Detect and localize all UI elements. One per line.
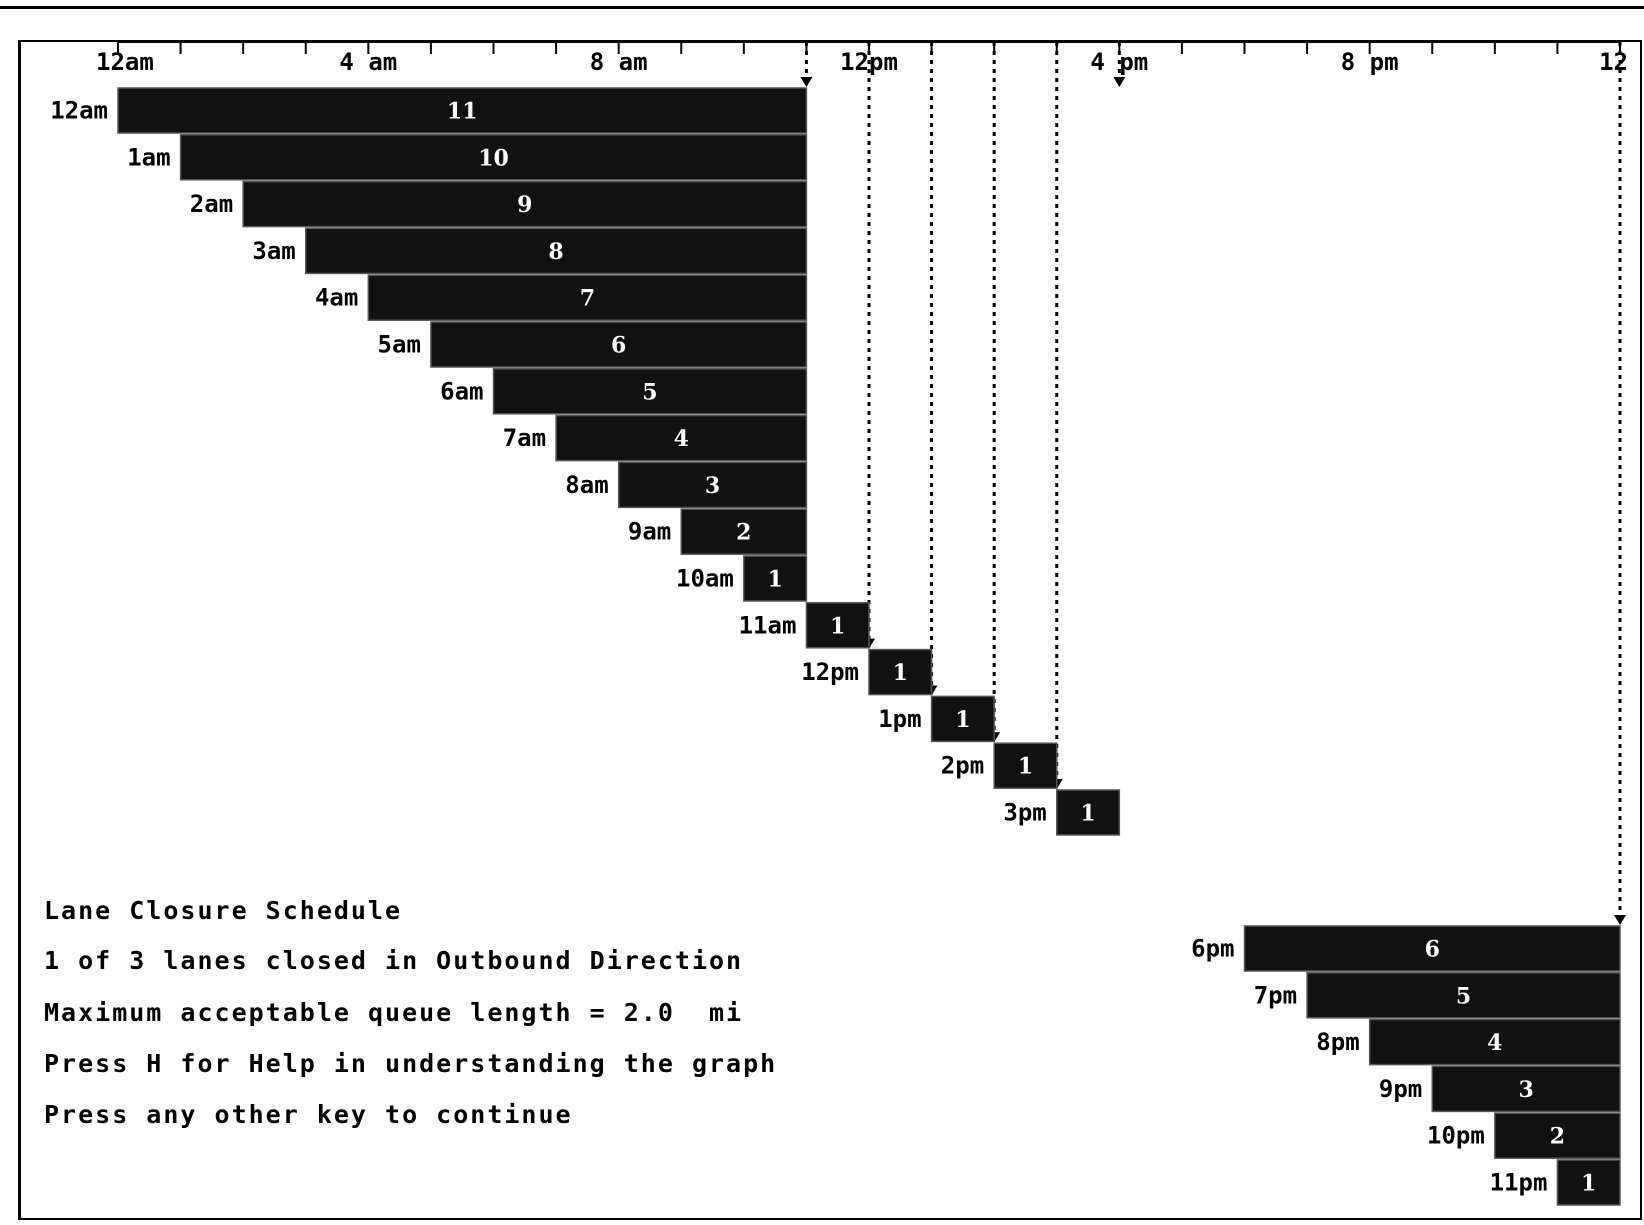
queue-length-text: Maximum acceptable queue length = 2.0 mi [44,998,744,1027]
bar-value-label: 1 [1581,1171,1596,1197]
closure-bar [1431,1065,1621,1113]
bar-value-label: 3 [705,473,720,499]
bar-value-label: 7 [580,286,595,312]
bar-start-label: 9pm [1379,1075,1422,1103]
bar-start-label: 6pm [1191,935,1234,963]
bar-value-label: 1 [893,660,908,686]
bar-start-label: 12am [50,97,108,125]
bar-value-label: 2 [1550,1124,1565,1150]
closure-bar [242,180,808,228]
closure-bar [930,695,995,743]
bar-start-label: 8pm [1316,1028,1359,1056]
bar-value-label: 4 [1487,1030,1502,1056]
bar-start-label: 12pm [801,658,859,686]
bar-value-label: 6 [1425,937,1440,963]
help-prompt: Press H for Help in understanding the gr… [44,1049,778,1078]
closure-bar [179,134,808,181]
bar-start-label: 1pm [878,705,921,733]
closure-bar [680,508,808,555]
closure-bar [1056,789,1121,836]
closure-bar [617,461,808,509]
bar-value-label: 1 [955,707,970,733]
bar-value-label: 1 [1018,754,1033,780]
bar-value-label: 1 [830,613,845,639]
bar-start-label: 10pm [1427,1122,1485,1150]
chart-title: Lane Closure Schedule [44,896,403,925]
closure-bar [1306,972,1621,1019]
bar-value-label: 5 [1456,983,1471,1009]
x-axis-tick-label: 8 pm [1341,48,1399,76]
bar-value-label: 3 [1518,1077,1533,1103]
lanes-closed-text: 1 of 3 lanes closed in Outbound Directio… [44,946,744,975]
bar-start-label: 6am [440,377,483,405]
bar-start-label: 2pm [941,752,984,780]
x-axis-tick-label: 4 am [339,48,397,76]
x-axis-tick-label: 12am [96,48,154,76]
bar-value-label: 2 [736,520,751,546]
closure-bar [805,602,870,649]
closure-bar [305,227,808,275]
continue-prompt: Press any other key to continue [44,1100,573,1129]
bar-start-label: 3am [252,237,295,265]
bar-value-label: 1 [1080,801,1095,827]
bar-value-label: 1 [767,567,782,593]
x-axis-tick-label: 12 [1599,48,1628,76]
bar-value-label: 4 [674,426,689,452]
bar-value-label: 11 [447,99,478,125]
bar-value-label: 10 [478,145,509,171]
bar-start-label: 7am [503,424,546,452]
closure-bar [367,274,808,321]
closure-bar [1494,1112,1621,1159]
bar-value-label: 8 [548,239,563,265]
closure-bar [1368,1018,1621,1066]
bar-start-label: 8am [565,471,608,499]
closure-bar [117,87,808,134]
closure-bar [1243,925,1621,972]
closure-bar [993,742,1058,789]
closure-bar [868,648,933,696]
x-axis-tick-label: 12pm [840,48,898,76]
closure-bar [492,368,808,415]
closure-bar [743,555,808,602]
bar-start-label: 4am [315,284,358,312]
top-border-line [0,6,1644,9]
x-axis-tick-label: 4 pm [1090,48,1148,76]
bar-start-label: 11am [739,611,797,639]
closure-bar [430,321,808,368]
bar-start-label: 1am [127,143,170,171]
closure-bar [555,414,808,462]
bar-value-label: 6 [611,333,626,359]
bar-start-label: 10am [676,565,734,593]
bar-start-label: 5am [378,331,421,359]
closure-bar [1556,1159,1621,1206]
bar-value-label: 5 [642,379,657,405]
bar-value-label: 9 [517,192,532,218]
bar-start-label: 11pm [1490,1169,1548,1197]
bar-start-label: 9am [628,518,671,546]
bar-start-label: 2am [190,190,233,218]
bar-start-label: 7pm [1254,981,1297,1009]
x-axis-tick-label: 8 am [590,48,648,76]
bar-start-label: 3pm [1003,799,1046,827]
